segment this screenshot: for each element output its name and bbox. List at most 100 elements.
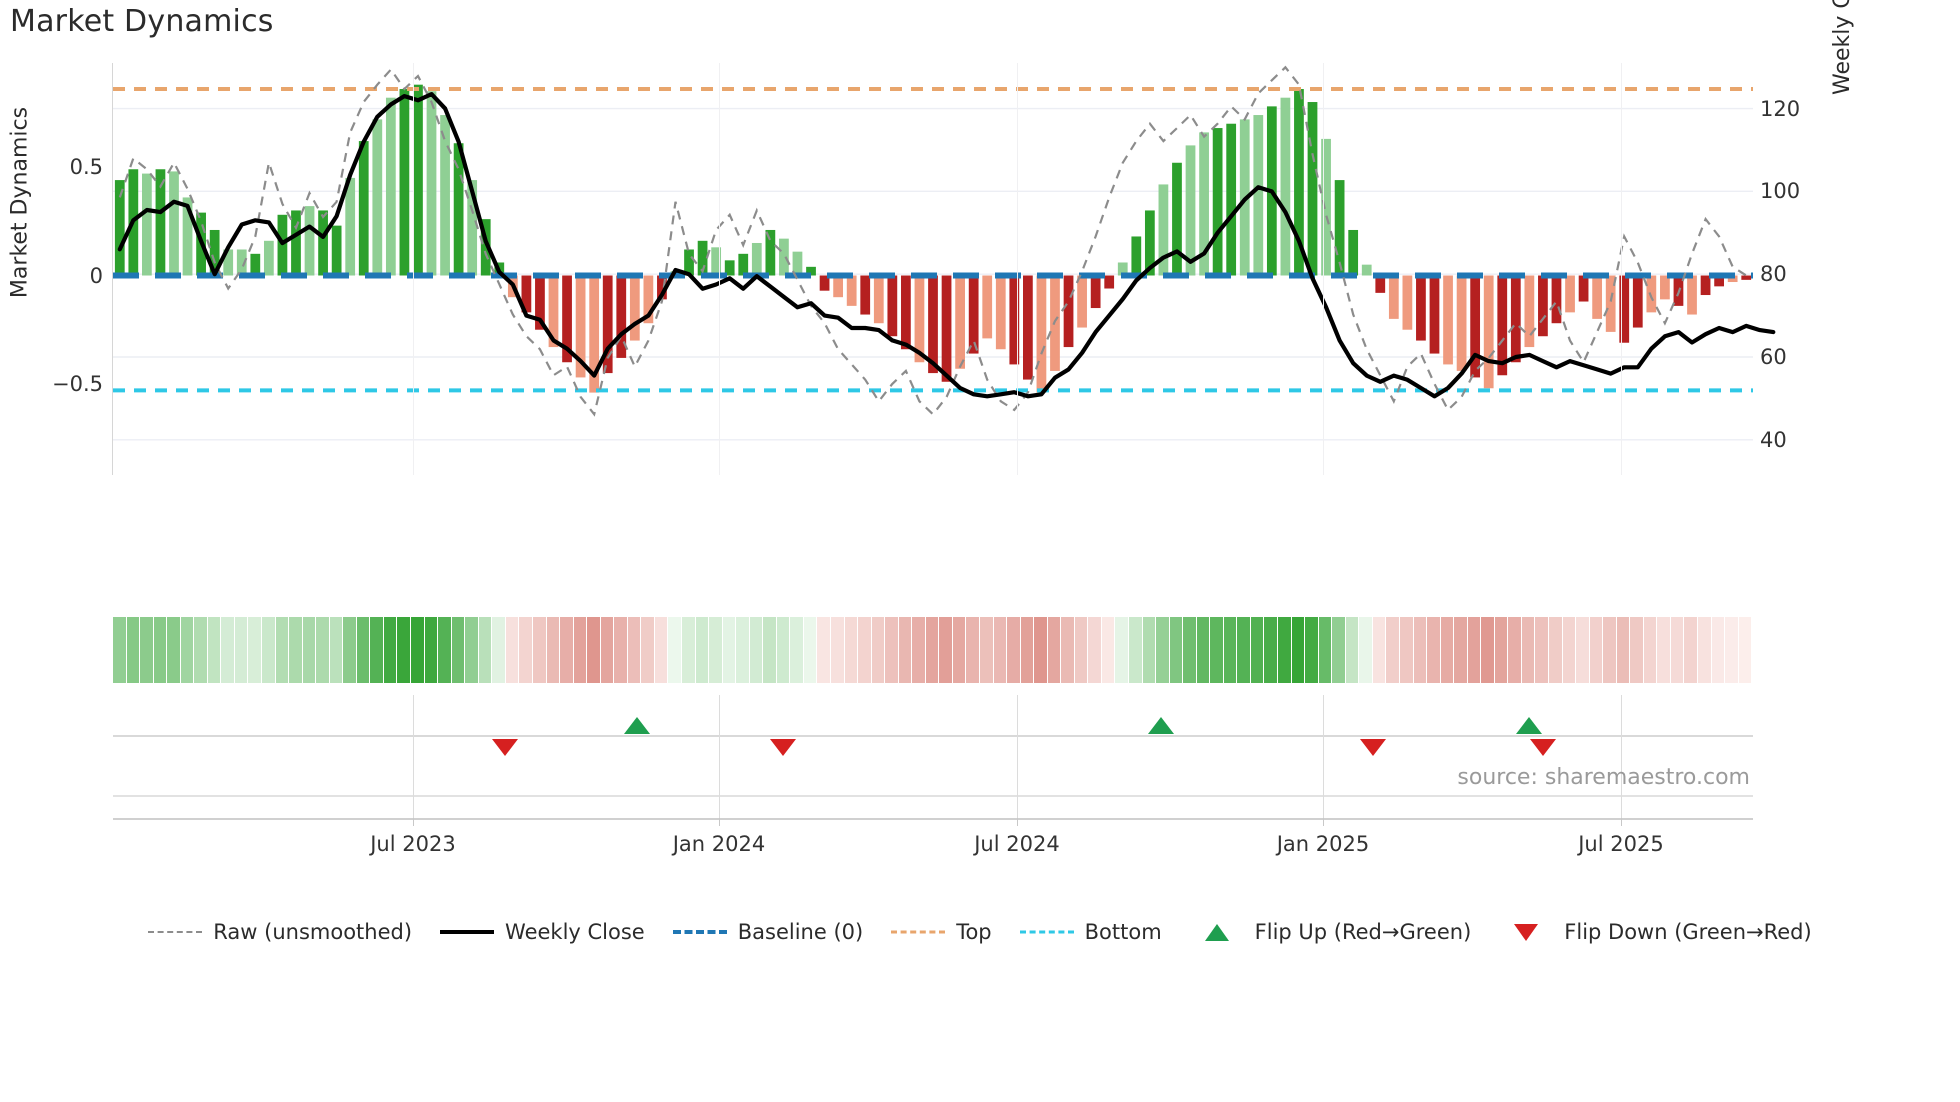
heat-cell (614, 617, 627, 683)
histogram-bar (955, 275, 965, 369)
heat-cell (1142, 617, 1156, 683)
heat-cell (573, 617, 587, 683)
legend-item[interactable]: Weekly Close (440, 920, 645, 944)
heat-cell (817, 617, 830, 683)
histogram-bar (779, 238, 789, 276)
flip-down-marker[interactable] (1530, 739, 1557, 756)
heat-cell (790, 617, 803, 683)
legend-item[interactable]: Flip Up (Red→Green) (1190, 920, 1471, 944)
heat-cell (1711, 617, 1725, 683)
legend-item[interactable]: Bottom (1019, 920, 1162, 944)
histogram-bar (155, 169, 166, 276)
histogram-bar (182, 197, 193, 276)
histogram-bar (1212, 128, 1223, 276)
heat-cell (1413, 617, 1427, 683)
heat-cell (1007, 617, 1020, 683)
histogram-bar (358, 141, 369, 276)
legend-item[interactable]: Baseline (0) (672, 920, 864, 944)
heat-cell (1440, 617, 1454, 683)
heat-cell (993, 617, 1007, 683)
histogram-bar (263, 240, 274, 276)
heat-cell (1318, 617, 1332, 683)
flip-up-marker[interactable] (623, 717, 650, 734)
histogram-bar (968, 275, 979, 354)
histogram-bar (1185, 145, 1196, 276)
legend-line-icon (440, 923, 495, 941)
histogram-bar (914, 275, 925, 363)
heat-cell (966, 617, 979, 683)
flip-up-marker[interactable] (1147, 717, 1174, 734)
legend-item[interactable]: Flip Down (Green→Red) (1499, 920, 1812, 944)
histogram-bar (1334, 180, 1345, 276)
heat-cell (505, 617, 519, 683)
y-tick-left: 0 (89, 263, 103, 288)
heat-cell (980, 617, 993, 683)
heat-cell (776, 617, 790, 683)
heat-cell (262, 617, 275, 683)
heat-cell (1508, 617, 1521, 683)
histogram-bar (1402, 275, 1413, 330)
heat-cell (1061, 617, 1074, 683)
histogram-bar (860, 275, 871, 315)
heat-cell (1738, 617, 1752, 683)
x-tick-label: Jul 2023 (370, 832, 456, 856)
legend-label: Flip Down (Green→Red) (1564, 920, 1812, 944)
histogram-bar (901, 275, 911, 350)
y-axis-right-labels: 120 100 80 60 40 (1760, 63, 1830, 475)
x-tick-mark (1620, 818, 1622, 826)
heat-cell (1481, 617, 1494, 683)
histogram-bar (1565, 275, 1575, 313)
histogram-bar (1456, 275, 1467, 371)
legend-item[interactable]: Raw (unsmoothed) (148, 920, 412, 944)
histogram-bar (1280, 97, 1291, 276)
x-gridline (718, 695, 720, 825)
heat-cell (532, 617, 546, 683)
heat-cell (478, 617, 492, 683)
legend-line-sample (1019, 930, 1074, 934)
plot-vertical-guide (718, 63, 720, 475)
histogram-bar (250, 253, 261, 276)
legend-label: Baseline (0) (737, 920, 864, 944)
heat-cell (695, 617, 709, 683)
histogram-bar (521, 275, 532, 313)
y-axis-left-spine (112, 63, 113, 475)
histogram-bar (765, 229, 776, 276)
heat-cell (180, 617, 194, 683)
heat-cell (1264, 617, 1278, 683)
histogram-bar (1348, 229, 1359, 276)
heat-cell (1210, 617, 1223, 683)
histogram-bar (1416, 275, 1426, 341)
plot-vertical-guide (1016, 63, 1018, 475)
heat-cell (803, 617, 817, 683)
histogram-bar (724, 260, 735, 276)
regime-heat-strip (113, 617, 1753, 683)
y-tick-right: 120 (1760, 96, 1801, 121)
heat-cell (722, 617, 736, 683)
histogram-bar (616, 275, 627, 358)
heat-cell (126, 617, 140, 683)
heat-cell (1359, 617, 1372, 683)
heat-cell (1386, 617, 1399, 683)
legend-label: Raw (unsmoothed) (213, 920, 413, 944)
flip-down-marker[interactable] (491, 739, 518, 756)
legend-item[interactable]: Top (891, 920, 992, 944)
x-tick-label: Jul 2024 (974, 832, 1060, 856)
x-tick-label: Jan 2025 (1276, 832, 1370, 856)
heat-cell (451, 617, 465, 683)
triangle-up-glyph (1204, 923, 1229, 941)
flip-up-marker[interactable] (1515, 717, 1542, 734)
heat-cell (1156, 617, 1169, 683)
flip-down-marker[interactable] (1359, 739, 1386, 756)
histogram-bar (1036, 275, 1047, 393)
histogram-bar (1117, 262, 1128, 276)
heat-cell (1725, 617, 1738, 683)
x-gridline (1322, 695, 1324, 825)
histogram-bar (1009, 275, 1020, 365)
flip-down-marker[interactable] (769, 739, 796, 756)
histogram-bar (697, 240, 708, 276)
y-axis-left-labels: 0.5 0 −0.5 (0, 63, 103, 475)
histogram-bar (1714, 275, 1724, 287)
y-axis-right-title: Weekly Close Price (1830, 0, 1860, 95)
heat-cell (641, 617, 654, 683)
histogram-bar (643, 275, 654, 324)
